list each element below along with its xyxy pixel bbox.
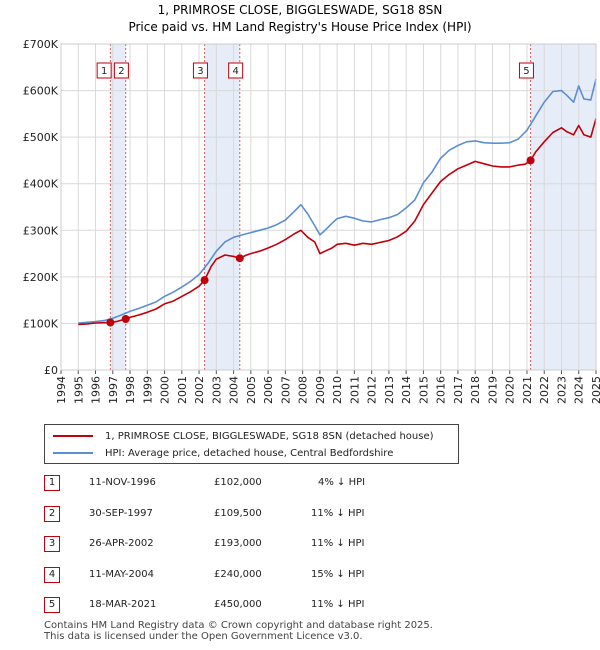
x-tick-label: 2019: [486, 376, 499, 404]
sale-label-number: 4: [232, 66, 238, 77]
sale-number-badge: 3: [44, 536, 60, 552]
sale-number-badge: 1: [44, 475, 60, 491]
x-tick-label: 1997: [107, 376, 120, 404]
footer-copyright: Contains HM Land Registry data © Crown c…: [44, 620, 433, 631]
sale-hpi-diff: 15% ↓ HPI: [311, 569, 365, 580]
legend-swatch-blue: [53, 452, 93, 454]
legend-label-property: 1, PRIMROSE CLOSE, BIGGLESWADE, SG18 8SN…: [105, 430, 434, 442]
y-tick-label: £600K: [23, 85, 59, 98]
x-tick-label: 2025: [590, 376, 600, 404]
sale-number-badge: 4: [44, 567, 60, 583]
sale-date: 18-MAR-2021: [89, 599, 157, 610]
y-tick-label: £100K: [23, 317, 59, 330]
sale-point: [121, 315, 130, 324]
sale-point: [106, 318, 115, 327]
footer-licence: This data is licensed under the Open Gov…: [44, 631, 363, 642]
x-tick-label: 2014: [400, 376, 413, 404]
plot-frame: [60, 43, 597, 371]
sale-point: [526, 156, 535, 165]
sale-date: 11-MAY-2004: [89, 569, 155, 580]
sale-label-box: [228, 62, 244, 79]
x-tick-label: 2015: [417, 376, 430, 404]
table-row: 4 11-MAY-2004 £240,000 15% ↓ HPI: [44, 567, 464, 583]
legend-item-property: 1, PRIMROSE CLOSE, BIGGLESWADE, SG18 8SN…: [53, 428, 434, 444]
sale-hpi-diff: 4% ↓ HPI: [318, 477, 366, 488]
y-tick-label: £0: [44, 364, 58, 377]
x-tick-label: 1999: [141, 376, 154, 404]
sale-label-number: 1: [101, 66, 107, 77]
x-tick-label: 2002: [193, 376, 206, 404]
y-tick-label: £700K: [23, 38, 59, 51]
sale-hpi-diff: 11% ↓ HPI: [311, 538, 365, 549]
x-tick-label: 2000: [159, 376, 172, 404]
series-line-hpi: [78, 78, 597, 324]
table-row: 3 26-APR-2002 £193,000 11% ↓ HPI: [44, 536, 464, 552]
x-tick-label: 2001: [176, 376, 189, 404]
sale-label-box: [96, 62, 112, 79]
sale-label-box: [113, 62, 129, 79]
y-tick-label: £200K: [23, 271, 59, 284]
x-tick-label: 1995: [72, 376, 85, 404]
sale-price: £102,000: [214, 477, 262, 488]
x-tick-label: 2006: [262, 376, 275, 404]
x-tick-label: 1996: [90, 376, 103, 404]
sale-date: 30-SEP-1997: [89, 508, 153, 519]
sale-price: £193,000: [214, 538, 262, 549]
x-tick-label: 2022: [538, 376, 551, 404]
chart-subtitle: Price paid vs. HM Land Registry's House …: [128, 20, 471, 34]
sale-point: [235, 254, 244, 263]
legend: 1, PRIMROSE CLOSE, BIGGLESWADE, SG18 8SN…: [44, 424, 459, 464]
x-tick-label: 1994: [55, 376, 68, 404]
table-row: 2 30-SEP-1997 £109,500 11% ↓ HPI: [44, 506, 464, 522]
x-tick-label: 2005: [245, 376, 258, 404]
legend-label-hpi: HPI: Average price, detached house, Cent…: [105, 447, 394, 459]
sale-price: £240,000: [214, 569, 262, 580]
x-tick-label: 2020: [504, 376, 517, 404]
sale-period-shade: [204, 44, 240, 370]
sale-period-shade: [110, 44, 126, 370]
sale-label-box: [192, 62, 208, 79]
sale-point: [200, 276, 209, 285]
x-tick-label: 2003: [210, 376, 223, 404]
chart-title: 1, PRIMROSE CLOSE, BIGGLESWADE, SG18 8SN: [158, 3, 443, 17]
sale-hpi-diff: 11% ↓ HPI: [311, 599, 365, 610]
x-tick-label: 2021: [521, 376, 534, 404]
sale-date: 11-NOV-1996: [89, 477, 156, 488]
sale-hpi-diff: 11% ↓ HPI: [311, 508, 365, 519]
sale-number-badge: 2: [44, 506, 60, 522]
table-row: 1 11-NOV-1996 £102,000 4% ↓ HPI: [44, 475, 464, 491]
x-tick-label: 1998: [124, 376, 137, 404]
x-tick-label: 2011: [348, 376, 361, 404]
sale-price: £450,000: [214, 599, 262, 610]
sale-label-number: 3: [197, 66, 203, 77]
x-tick-label: 2009: [314, 376, 327, 404]
x-tick-label: 2016: [435, 376, 448, 404]
y-tick-label: £500K: [23, 131, 59, 144]
x-tick-label: 2017: [452, 376, 465, 404]
sale-price: £109,500: [214, 508, 262, 519]
x-tick-label: 2012: [366, 376, 379, 404]
legend-swatch-red: [53, 435, 93, 437]
x-tick-label: 2010: [331, 376, 344, 404]
sale-label-box: [518, 62, 534, 79]
x-tick-label: 2023: [555, 376, 568, 404]
x-tick-label: 2024: [573, 376, 586, 404]
footer-note: Contains HM Land Registry data © Crown c…: [44, 620, 433, 642]
sale-number-badge: 5: [44, 597, 60, 613]
legend-item-hpi: HPI: Average price, detached house, Cent…: [53, 445, 393, 461]
table-row: 5 18-MAR-2021 £450,000 11% ↓ HPI: [44, 597, 464, 613]
x-tick-label: 2004: [228, 376, 241, 404]
price-chart: 1, PRIMROSE CLOSE, BIGGLESWADE, SG18 8SN…: [23, 3, 600, 404]
series-line-property: [78, 118, 597, 326]
x-tick-label: 2018: [469, 376, 482, 404]
sale-label-number: 5: [523, 66, 529, 77]
sale-date: 26-APR-2002: [89, 538, 154, 549]
y-tick-label: £300K: [23, 224, 59, 237]
x-tick-label: 2007: [279, 376, 292, 404]
y-tick-label: £400K: [23, 178, 59, 191]
x-tick-label: 2008: [297, 376, 310, 404]
x-tick-label: 2013: [383, 376, 396, 404]
sale-period-shade: [530, 44, 596, 370]
sale-label-number: 2: [118, 66, 124, 77]
